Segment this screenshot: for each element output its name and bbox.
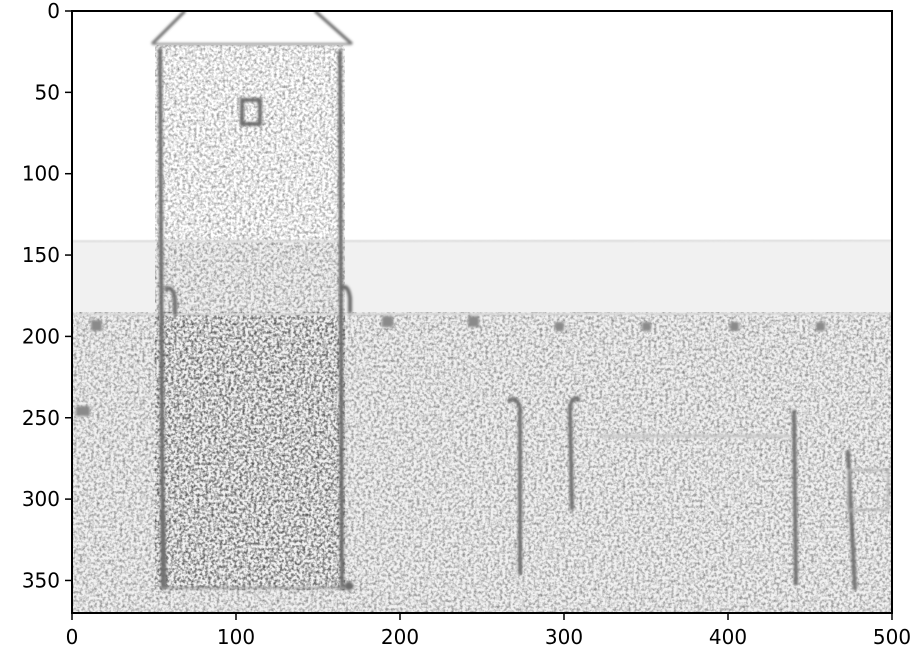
y-tick-label: 150	[22, 243, 60, 267]
y-tick-label: 100	[22, 162, 60, 186]
y-tick-label: 300	[22, 487, 60, 511]
y-tick-label: 50	[35, 80, 60, 104]
axes-frame	[71, 10, 893, 614]
y-tick-label: 0	[47, 0, 60, 23]
y-tick-label: 200	[22, 324, 60, 348]
x-axis: 0 100 200 300 400 500	[66, 613, 911, 649]
x-tick-label: 0	[66, 625, 79, 649]
y-axis: 0 50 100 150 200 250 300 350	[22, 0, 72, 592]
y-tick-label: 250	[22, 406, 60, 430]
x-tick-label: 500	[873, 625, 911, 649]
y-tick-label: 350	[22, 568, 60, 592]
x-tick-label: 200	[381, 625, 419, 649]
x-tick-label: 300	[545, 625, 583, 649]
x-tick-label: 100	[217, 625, 255, 649]
x-tick-label: 400	[709, 625, 747, 649]
edge-image	[72, 11, 892, 613]
